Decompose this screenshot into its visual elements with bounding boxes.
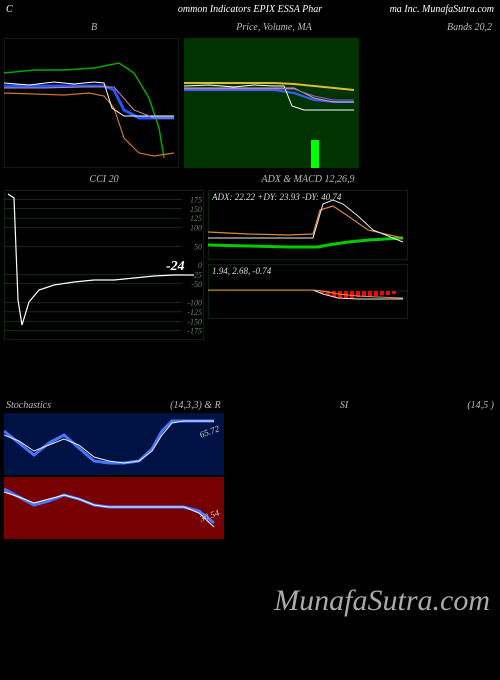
adx-macd-column: ADX & MACD 12,26,9 ADX: 22.22 +DY: 23.93… xyxy=(208,174,408,340)
svg-text:-150: -150 xyxy=(187,317,202,326)
svg-text:100: 100 xyxy=(190,224,202,233)
header-right: ma Inc. MunafaSutra.com xyxy=(390,4,494,15)
svg-text:-50: -50 xyxy=(191,280,202,289)
watermark-text: MunafaSutra.com xyxy=(274,584,490,618)
cci-svg: 17515012510050-25-50-100-125-150-175-240 xyxy=(4,190,204,340)
mid-chart-row: CCI 20 17515012510050-25-50-100-125-150-… xyxy=(0,174,500,340)
svg-text:-175: -175 xyxy=(187,327,202,336)
stoch-label-left: Stochastics xyxy=(6,400,51,411)
macd-values: 1.94, 2.68, -0.74 xyxy=(212,266,271,276)
svg-text:125: 125 xyxy=(190,214,202,223)
adx-values: ADX: 22.22 +DY: 23.93 -DY: 40.74 xyxy=(212,192,341,202)
header-center: ommon Indicators EPIX ESSA Phar xyxy=(178,4,322,15)
svg-text:50: 50 xyxy=(194,242,202,251)
stoch-label-mid: (14,3,3) & R xyxy=(170,400,221,411)
stoch-title-row: Stochastics (14,3,3) & R SI (14,5 ) xyxy=(0,400,500,411)
adx-macd-title: ADX & MACD 12,26,9 xyxy=(208,174,408,188)
svg-text:175: 175 xyxy=(190,195,202,204)
price-ma-svg xyxy=(184,38,359,168)
header-left: C xyxy=(6,4,13,15)
stochastics-section: Stochastics (14,3,3) & R SI (14,5 ) 65.7… xyxy=(0,400,500,539)
macd-chart: 1.94, 2.68, -0.74 xyxy=(208,264,408,319)
bollinger-title: B xyxy=(4,22,184,36)
bands-label-area: Bands 20,2 xyxy=(364,22,500,168)
bands-label: Bands 20,2 xyxy=(364,22,500,36)
cci-title: CCI 20 xyxy=(4,174,204,188)
svg-text:0: 0 xyxy=(198,261,202,270)
stoch-label-right: (14,5 ) xyxy=(467,400,494,411)
stoch-bot-svg: 30.54 xyxy=(4,477,224,539)
bollinger-svg xyxy=(4,38,179,168)
stoch-top-svg: 65.72 xyxy=(4,413,224,475)
price-ma-chart: Price, Volume, MA xyxy=(184,22,364,168)
svg-text:-100: -100 xyxy=(187,299,202,308)
svg-text:150: 150 xyxy=(190,205,202,214)
stoch-label-mid2: SI xyxy=(340,400,348,411)
svg-text:-24: -24 xyxy=(166,259,185,274)
svg-text:-125: -125 xyxy=(187,308,202,317)
price-ma-title: Price, Volume, MA xyxy=(184,22,364,36)
bollinger-chart: B xyxy=(4,22,184,168)
adx-chart: ADX: 22.22 +DY: 23.93 -DY: 40.74 xyxy=(208,190,408,260)
top-chart-row: B Price, Volume, MA Bands 20,2 xyxy=(0,22,500,168)
page-header: C ommon Indicators EPIX ESSA Phar ma Inc… xyxy=(0,0,500,18)
cci-chart: CCI 20 17515012510050-25-50-100-125-150-… xyxy=(4,174,204,340)
